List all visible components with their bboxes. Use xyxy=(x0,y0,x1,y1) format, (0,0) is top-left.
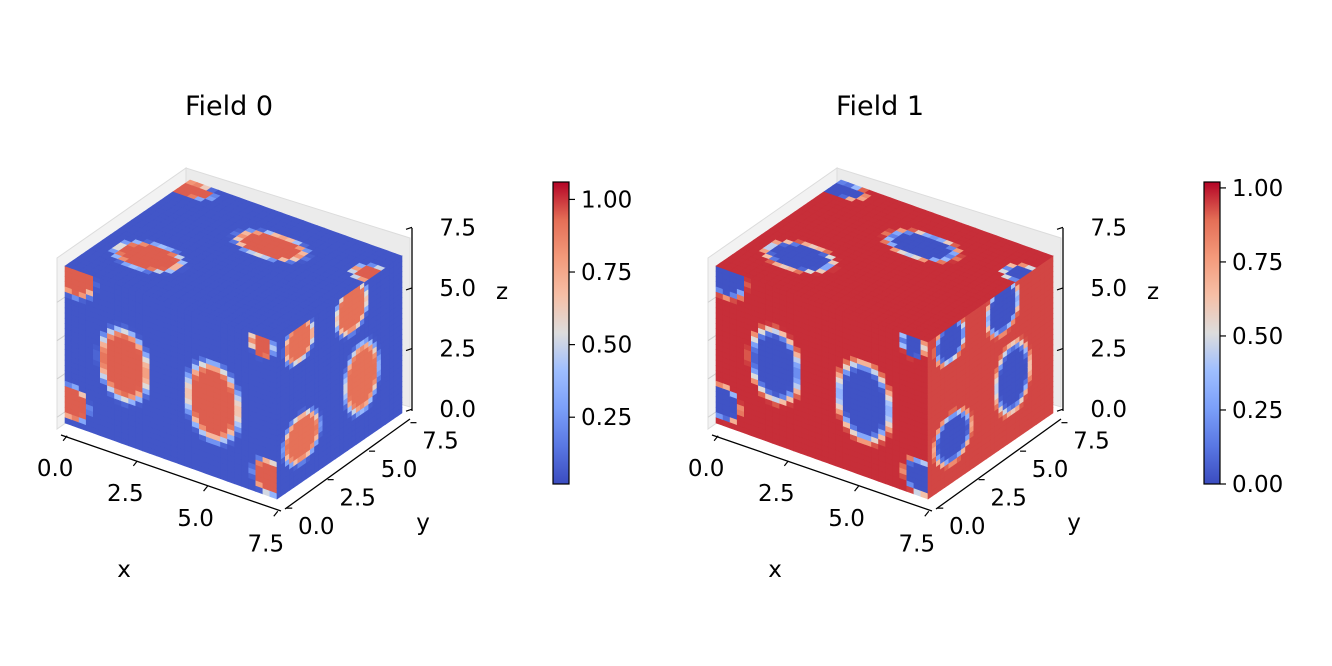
x-tick-label: 7.5 xyxy=(248,531,285,557)
y-axis-label: y xyxy=(416,510,430,536)
z-tick-label: 0.0 xyxy=(439,397,476,423)
colorbar-tick-label: 0.25 xyxy=(581,405,632,431)
x-tick-label: 5.0 xyxy=(177,506,214,532)
z-tick-label: 7.5 xyxy=(439,215,476,241)
colorbar-gradient xyxy=(552,181,570,485)
colorbar-tick-label: 1.00 xyxy=(581,187,632,213)
z-axis-ticks: 0.0 2.5 5.0 7.5 xyxy=(405,215,476,423)
colorbar-tick-label: 0.50 xyxy=(581,333,632,359)
x-tick-label: 2.5 xyxy=(107,481,144,507)
y-tick-label: 0.0 xyxy=(298,514,335,540)
voxel-cube xyxy=(64,179,403,500)
colorbar-tick-label: 0.75 xyxy=(581,260,632,286)
y-tick-label: 2.5 xyxy=(339,486,376,512)
subplot-field-0: Field 0 0.02.55.07.5 0.02.55.07.5 0.02.5… xyxy=(37,91,632,583)
z-axis-label: z xyxy=(496,279,508,305)
x-tick-label: 0.0 xyxy=(37,456,74,482)
y-tick-label: 7.5 xyxy=(422,429,459,455)
subplot-field-1: Field 1 0.02.55.07.5 0.02.55.07.5 0.02.5… xyxy=(688,91,1283,583)
chart-title: Field 1 xyxy=(836,91,924,122)
x-axis-label: x xyxy=(117,557,131,583)
y-tick-label: 5.0 xyxy=(381,457,418,483)
chart-title: Field 0 xyxy=(185,91,273,122)
colorbar: 0.25 0.50 0.75 1.00 xyxy=(552,181,632,485)
z-tick-label: 2.5 xyxy=(439,337,476,363)
z-tick-label: 5.0 xyxy=(439,276,476,302)
